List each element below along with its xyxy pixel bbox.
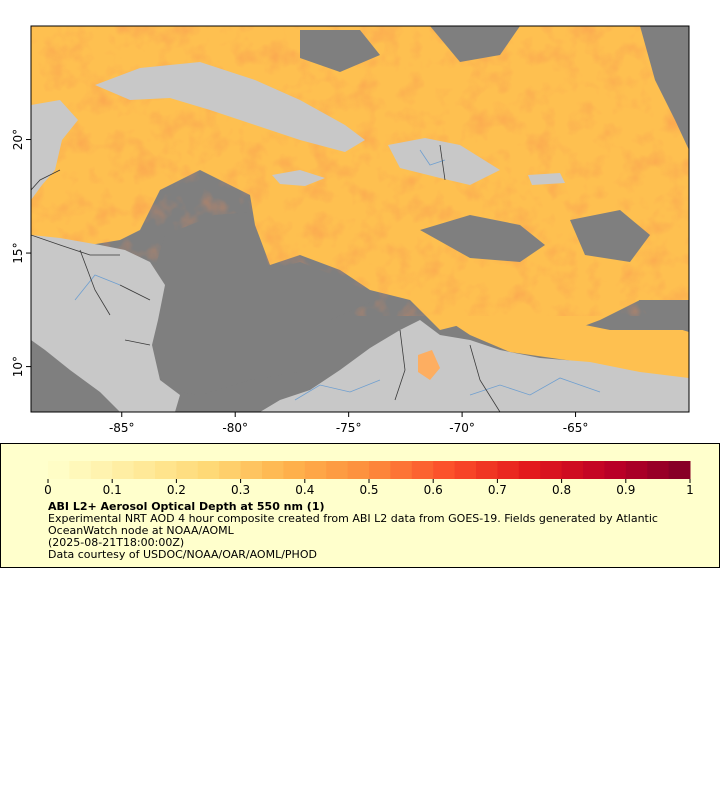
x-tick-label: -75° [336, 421, 362, 435]
legend-description: Experimental NRT AOD 4 hour composite cr… [48, 512, 658, 537]
x-tick-label: -80° [222, 421, 248, 435]
colorbar-tick-label: 0.8 [552, 483, 571, 497]
colorbar-tick-label: 0.5 [359, 483, 378, 497]
legend-date: (2025-08-21T18:00:00Z) [48, 536, 185, 549]
colorbar-bin [369, 461, 391, 479]
colorbar-bin [583, 461, 605, 479]
colorbar-bin [197, 461, 220, 479]
x-tick-label: -70° [449, 421, 475, 435]
land-jamaica [272, 170, 325, 186]
colorbar-tick-label: 0 [44, 483, 52, 497]
colorbar-bin [347, 461, 370, 479]
colorbar-bin [625, 461, 648, 479]
colorbar-tick-label: 0.7 [488, 483, 507, 497]
land [31, 62, 689, 412]
land-hispaniola [388, 138, 500, 185]
legend-credit: Data courtesy of USDOC/NOAA/OAR/AOML/PHO… [48, 548, 317, 561]
y-tick-label: 10° [11, 356, 25, 377]
colorbar-bin [326, 461, 349, 479]
y-tick-label: 15° [11, 242, 25, 263]
land-puerto-rico [528, 173, 565, 185]
x-axis: -85° -80° -75° -70° -65° [109, 412, 588, 435]
colorbar-tick-label: 0.9 [616, 483, 635, 497]
colorbar-bin [112, 461, 135, 479]
colorbar-bin [433, 461, 456, 479]
colorbar-bin [518, 461, 541, 479]
colorbar-bin [69, 461, 92, 479]
cloud-gaps [148, 26, 689, 395]
colorbar-bin [454, 461, 477, 479]
land-south-america [190, 320, 689, 412]
colorbar-bin [176, 461, 199, 479]
colorbar-tick-label: 0.3 [231, 483, 250, 497]
aod-field-south-east [440, 305, 689, 385]
colorbar-tick-label: 0.4 [295, 483, 314, 497]
legend-panel: 0 0.1 0.2 0.3 0.4 0.5 0.6 0.7 0.8 0.9 1 ABI L2+ Ae… [0, 443, 720, 568]
colorbar-bin [240, 461, 263, 479]
land-central-america [31, 235, 180, 412]
x-tick-label: -85° [109, 421, 135, 435]
map-frame [30, 25, 690, 413]
colorbar-bin [668, 461, 691, 479]
aod-map: -85° -80° -75° -70° -65° 20° 15° 10° [11, 25, 690, 435]
colorbar-bin [540, 461, 563, 479]
borders [31, 144, 501, 412]
colorbar-bin [497, 461, 520, 479]
colorbar-bin [304, 461, 327, 479]
colorbar-bin [133, 461, 156, 479]
rivers [74, 149, 601, 401]
colorbar-tick-label: 0.1 [103, 483, 122, 497]
colorbar-bin [411, 461, 434, 479]
colorbar-tick-label: 0.2 [167, 483, 186, 497]
colorbar: 0 0.1 0.2 0.3 0.4 0.5 0.6 0.7 0.8 0.9 1 [44, 461, 694, 497]
land-lake-maracaibo [418, 350, 440, 380]
colorbar-bin [262, 461, 284, 479]
colorbar-bin [476, 461, 498, 479]
y-axis: 20° 15° 10° [11, 129, 31, 377]
colorbar-bin [90, 461, 113, 479]
colorbar-bin [283, 461, 306, 479]
land-cuba [95, 62, 365, 152]
colorbar-bin [219, 461, 242, 479]
colorbar-bin [155, 461, 177, 479]
legend-title: ABI L2+ Aerosol Optical Depth at 550 nm … [48, 500, 325, 513]
x-tick-label: -65° [563, 421, 589, 435]
colorbar-bin [390, 461, 413, 479]
colorbar-bin [561, 461, 584, 479]
y-tick-label: 20° [11, 129, 25, 150]
land-yucatan [31, 100, 78, 200]
colorbar-bin [647, 461, 670, 479]
colorbar-bin [604, 461, 627, 479]
colorbar-bin [48, 461, 70, 479]
colorbar-tick-label: 0.6 [424, 483, 443, 497]
colorbar-tick-label: 1 [686, 483, 694, 497]
